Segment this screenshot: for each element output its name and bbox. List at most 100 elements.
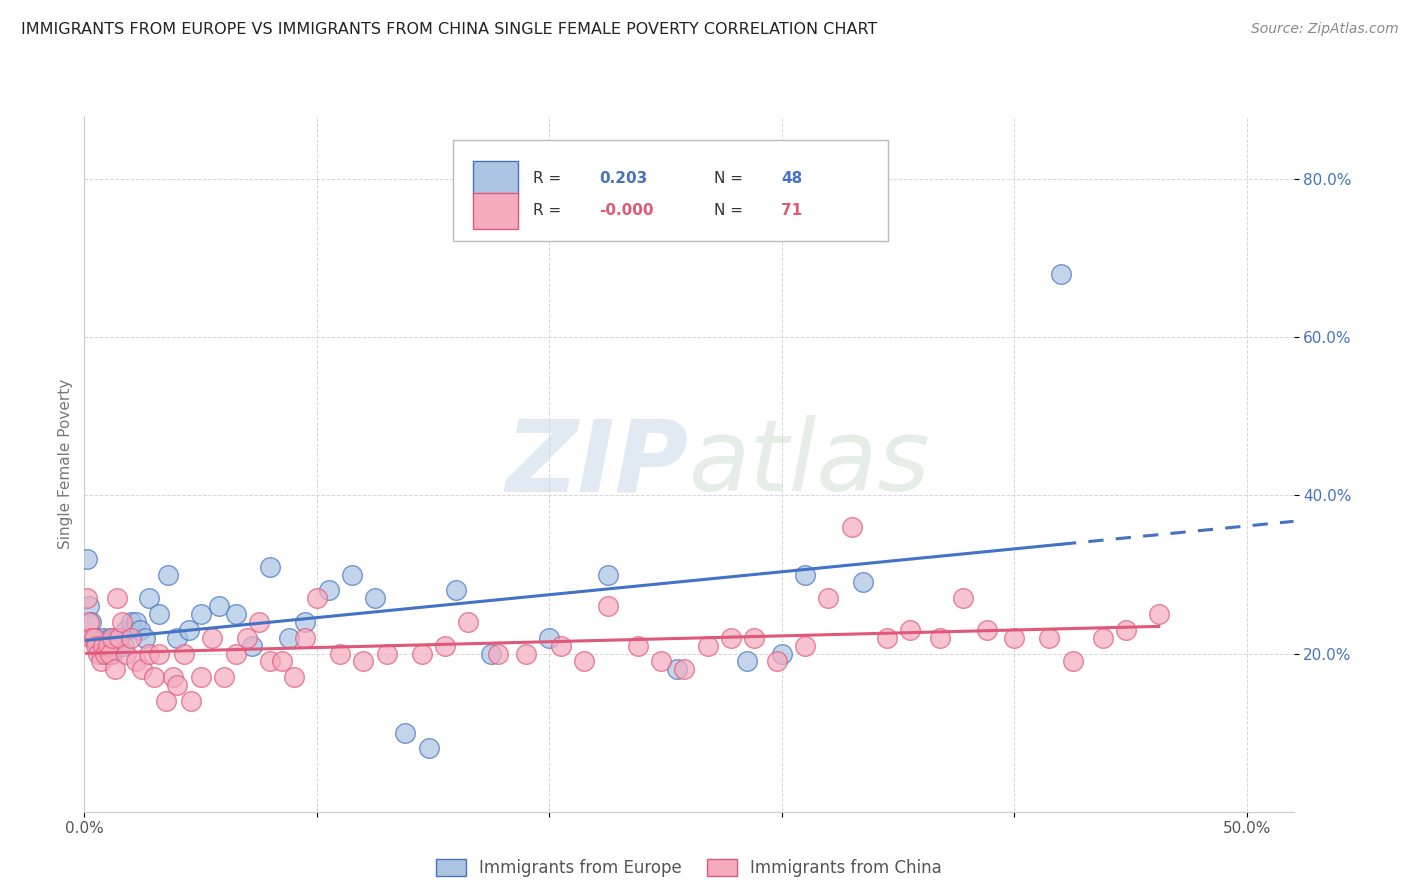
Point — [794, 639, 817, 653]
Point — [80, 615, 103, 629]
Point — [120, 615, 142, 629]
Point — [278, 631, 301, 645]
Point — [83, 631, 105, 645]
Point — [110, 615, 132, 629]
Point — [108, 639, 131, 653]
Point — [411, 647, 433, 661]
Point — [283, 670, 305, 684]
Point — [457, 615, 479, 629]
Y-axis label: Single Female Poverty: Single Female Poverty — [58, 379, 73, 549]
Point — [271, 655, 294, 669]
Point — [259, 559, 281, 574]
Point — [817, 591, 839, 606]
Point — [742, 631, 765, 645]
Text: R =: R = — [533, 171, 561, 186]
Point — [515, 647, 537, 661]
Point — [138, 591, 160, 606]
Point — [166, 631, 188, 645]
Point — [340, 567, 363, 582]
Point — [124, 655, 146, 669]
Point — [98, 631, 121, 645]
Point — [190, 670, 212, 684]
Point — [131, 662, 153, 676]
Text: N =: N = — [714, 203, 744, 219]
Point — [852, 575, 875, 590]
Point — [84, 631, 107, 645]
Point — [225, 647, 247, 661]
Text: 71: 71 — [780, 203, 801, 219]
Point — [305, 591, 328, 606]
Point — [87, 647, 110, 661]
Point — [90, 655, 112, 669]
Text: N =: N = — [714, 171, 744, 186]
Point — [720, 631, 742, 645]
Point — [259, 655, 281, 669]
Point — [550, 639, 572, 653]
Point — [352, 655, 374, 669]
Point — [101, 631, 124, 645]
Point — [294, 615, 316, 629]
Point — [157, 567, 180, 582]
Point — [180, 694, 202, 708]
Point — [83, 631, 105, 645]
Point — [120, 631, 142, 645]
Text: 0.203: 0.203 — [599, 171, 648, 186]
Point — [166, 678, 188, 692]
Point — [208, 599, 231, 614]
Point — [148, 607, 170, 621]
Point — [138, 647, 160, 661]
Point — [1147, 607, 1170, 621]
Point — [770, 647, 793, 661]
Point — [596, 567, 619, 582]
Point — [190, 607, 212, 621]
Point — [115, 623, 138, 637]
Point — [76, 591, 98, 606]
Point — [841, 520, 863, 534]
Point — [240, 639, 263, 653]
Point — [433, 639, 456, 653]
FancyBboxPatch shape — [453, 140, 889, 241]
Point — [666, 662, 689, 676]
Point — [1050, 267, 1073, 281]
Point — [1004, 631, 1026, 645]
Text: Source: ZipAtlas.com: Source: ZipAtlas.com — [1251, 22, 1399, 37]
Point — [1091, 631, 1114, 645]
Point — [1062, 655, 1084, 669]
Point — [236, 631, 259, 645]
Point — [80, 631, 103, 645]
Point — [105, 631, 128, 645]
Point — [112, 639, 135, 653]
Point — [148, 647, 170, 661]
Point — [1115, 623, 1137, 637]
Text: 48: 48 — [780, 171, 801, 186]
Point — [627, 639, 650, 653]
Point — [104, 631, 127, 645]
Point — [479, 647, 502, 661]
Point — [673, 662, 696, 676]
Text: IMMIGRANTS FROM EUROPE VS IMMIGRANTS FROM CHINA SINGLE FEMALE POVERTY CORRELATIO: IMMIGRANTS FROM EUROPE VS IMMIGRANTS FRO… — [21, 22, 877, 37]
Point — [143, 670, 166, 684]
Bar — [472, 161, 519, 197]
Point — [98, 647, 121, 661]
Text: -0.000: -0.000 — [599, 203, 654, 219]
Point — [91, 639, 114, 653]
Point — [735, 655, 758, 669]
Point — [108, 631, 131, 645]
Point — [650, 655, 672, 669]
Point — [766, 655, 789, 669]
Text: atlas: atlas — [689, 416, 931, 512]
Point — [225, 607, 247, 621]
Point — [574, 655, 596, 669]
Point — [155, 694, 177, 708]
Point — [418, 741, 440, 756]
Text: R =: R = — [533, 203, 561, 219]
Point — [394, 725, 416, 739]
Point — [696, 639, 718, 653]
Point — [97, 639, 120, 653]
Point — [375, 647, 398, 661]
Point — [596, 599, 619, 614]
Point — [177, 623, 200, 637]
Legend: Immigrants from Europe, Immigrants from China: Immigrants from Europe, Immigrants from … — [429, 852, 949, 883]
Point — [538, 631, 561, 645]
Point — [201, 631, 224, 645]
